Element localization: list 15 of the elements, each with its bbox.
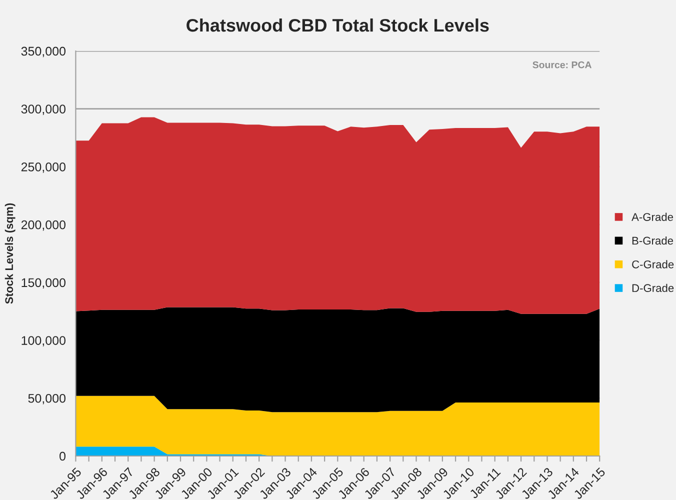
y-tick-label: 350,000: [21, 46, 66, 58]
legend-label: A-Grade: [632, 212, 674, 221]
y-tick-label: 50,000: [28, 394, 66, 404]
legend-label: C-Grade: [632, 260, 674, 268]
y-tick-label: 300,000: [21, 104, 66, 115]
y-tick-label: 250,000: [21, 162, 66, 173]
y-tick-label: 200,000: [21, 220, 66, 231]
y-tick-label: 0: [60, 452, 66, 461]
y-tick-label: 150,000: [22, 278, 66, 289]
y-tick-label: 100,000: [22, 336, 66, 346]
legend-label: D-Grade: [632, 284, 674, 292]
legend-label: B-Grade: [632, 236, 674, 245]
annotation: Source: PCA: [532, 61, 592, 68]
y-axis-title: Stock Levels (sqm): [4, 203, 16, 304]
chart-title: Chatswood CBD Total Stock Levels: [186, 18, 489, 32]
